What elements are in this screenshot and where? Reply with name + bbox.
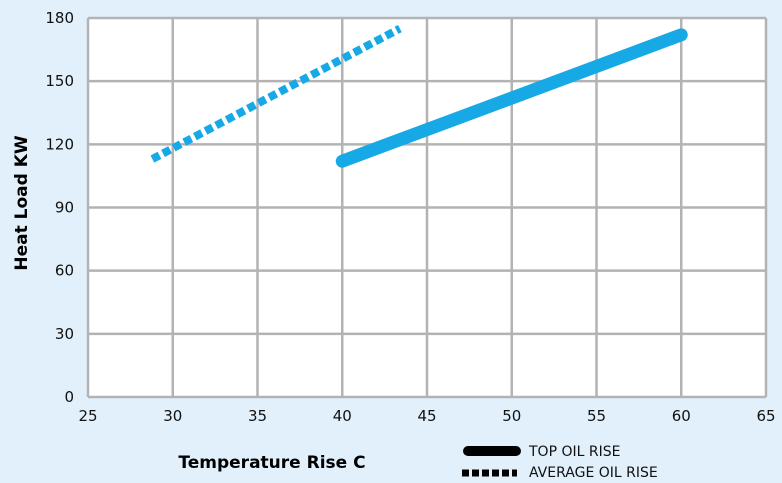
series-lines <box>150 24 688 168</box>
x-tick-label-45: 45 <box>417 407 436 425</box>
x-tick-labels: 25 30 35 40 45 50 55 60 65 <box>78 407 775 425</box>
y-tick-label-60: 60 <box>55 262 74 280</box>
series-line-top-oil-rise <box>335 28 688 168</box>
x-axis-title: Temperature Rise C <box>178 453 365 473</box>
grid-lines <box>86 16 768 399</box>
legend-label-top-oil-rise: TOP OIL RISE <box>528 444 620 460</box>
y-tick-label-30: 30 <box>55 325 74 343</box>
x-tick-label-35: 35 <box>248 407 267 425</box>
y-tick-label-90: 90 <box>55 199 74 217</box>
x-tick-label-40: 40 <box>333 407 352 425</box>
y-tick-label-150: 150 <box>45 72 74 90</box>
x-tick-label-25: 25 <box>78 407 97 425</box>
y-axis-title: Heat Load KW <box>12 135 32 271</box>
x-tick-label-60: 60 <box>672 407 691 425</box>
x-tick-label-50: 50 <box>502 407 521 425</box>
x-tick-label-65: 65 <box>756 407 775 425</box>
legend: TOP OIL RISE AVERAGE OIL RISE <box>462 444 658 481</box>
y-tick-label-0: 0 <box>64 388 74 406</box>
y-tick-label-180: 180 <box>45 9 74 27</box>
x-tick-label-55: 55 <box>587 407 606 425</box>
series-line-average-oil-rise <box>150 24 402 163</box>
legend-label-average-oil-rise: AVERAGE OIL RISE <box>529 465 658 481</box>
x-tick-label-30: 30 <box>163 407 182 425</box>
y-tick-label-120: 120 <box>45 135 74 153</box>
y-tick-labels: 0 30 60 90 120 150 180 <box>45 9 74 406</box>
